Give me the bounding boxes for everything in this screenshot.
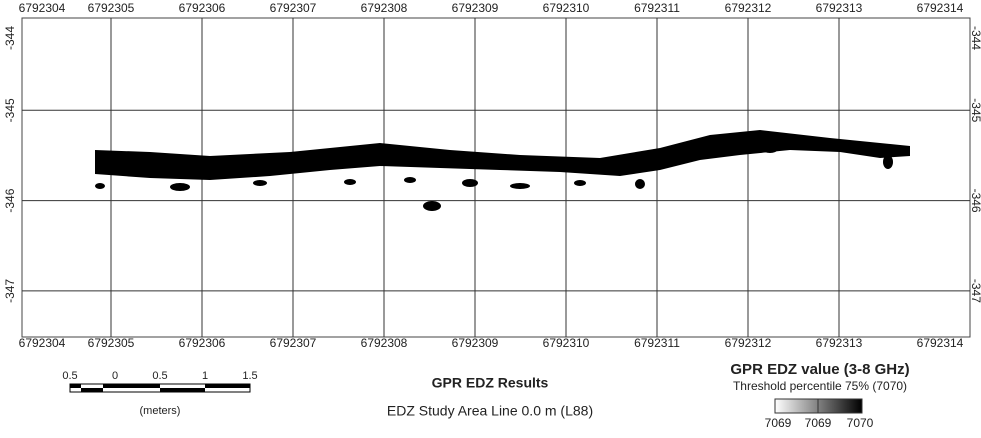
scale-label: 0.5 bbox=[62, 370, 77, 382]
bottom-label: 6792308 bbox=[361, 336, 408, 350]
scale-label: 1 bbox=[202, 370, 208, 382]
left-label: -345 bbox=[3, 98, 17, 122]
bottom-label: 6792312 bbox=[725, 336, 772, 350]
right-label: -344 bbox=[969, 26, 981, 50]
bottom-label: 6792309 bbox=[452, 336, 499, 350]
top-label: 6792310 bbox=[543, 1, 590, 15]
top-label: 6792309 bbox=[452, 1, 499, 15]
figure: GPR EDZ Results EDZ Study Area Line 0.0 … bbox=[0, 0, 981, 433]
bottom-label: 6792306 bbox=[179, 336, 226, 350]
right-label: -345 bbox=[969, 98, 981, 122]
scale-bar bbox=[70, 384, 250, 392]
top-label: 6792312 bbox=[725, 1, 772, 15]
top-label: 6792305 bbox=[88, 1, 135, 15]
scale-label: 0.5 bbox=[152, 370, 167, 382]
top-label: 6792308 bbox=[361, 1, 408, 15]
legend-label: 7070 bbox=[847, 416, 874, 430]
right-label: -346 bbox=[969, 189, 981, 213]
bottom-label: 6792304 bbox=[19, 336, 66, 350]
bottom-label: 6792310 bbox=[543, 336, 590, 350]
bottom-label: 6792314 bbox=[917, 336, 964, 350]
left-label: -346 bbox=[3, 188, 17, 212]
scale-unit: (meters) bbox=[140, 405, 181, 417]
left-label: -344 bbox=[3, 26, 17, 50]
bottom-label: 6792311 bbox=[634, 336, 680, 350]
bottom-label: 6792305 bbox=[88, 336, 135, 350]
scale-label: 0 bbox=[112, 370, 118, 382]
scale-label: 1.5 bbox=[242, 370, 257, 382]
legend-label: 7069 bbox=[765, 416, 792, 430]
bottom-label: 6792307 bbox=[270, 336, 317, 350]
legend-title: GPR EDZ value (3-8 GHz) bbox=[730, 361, 909, 378]
top-label: 6792314 bbox=[917, 1, 964, 15]
top-label: 6792313 bbox=[816, 1, 863, 15]
title: GPR EDZ Results bbox=[432, 375, 549, 391]
top-label: 6792306 bbox=[179, 1, 226, 15]
subtitle: EDZ Study Area Line 0.0 m (L88) bbox=[387, 403, 593, 419]
bottom-label: 6792313 bbox=[816, 336, 863, 350]
left-label: -347 bbox=[3, 279, 17, 303]
legend-subtitle: Threshold percentile 75% (7070) bbox=[733, 379, 907, 393]
legend-label: 7069 bbox=[805, 416, 832, 430]
right-label: -347 bbox=[969, 279, 981, 303]
top-label: 6792311 bbox=[634, 1, 680, 15]
top-label: 6792307 bbox=[270, 1, 317, 15]
top-label: 6792304 bbox=[19, 1, 66, 15]
